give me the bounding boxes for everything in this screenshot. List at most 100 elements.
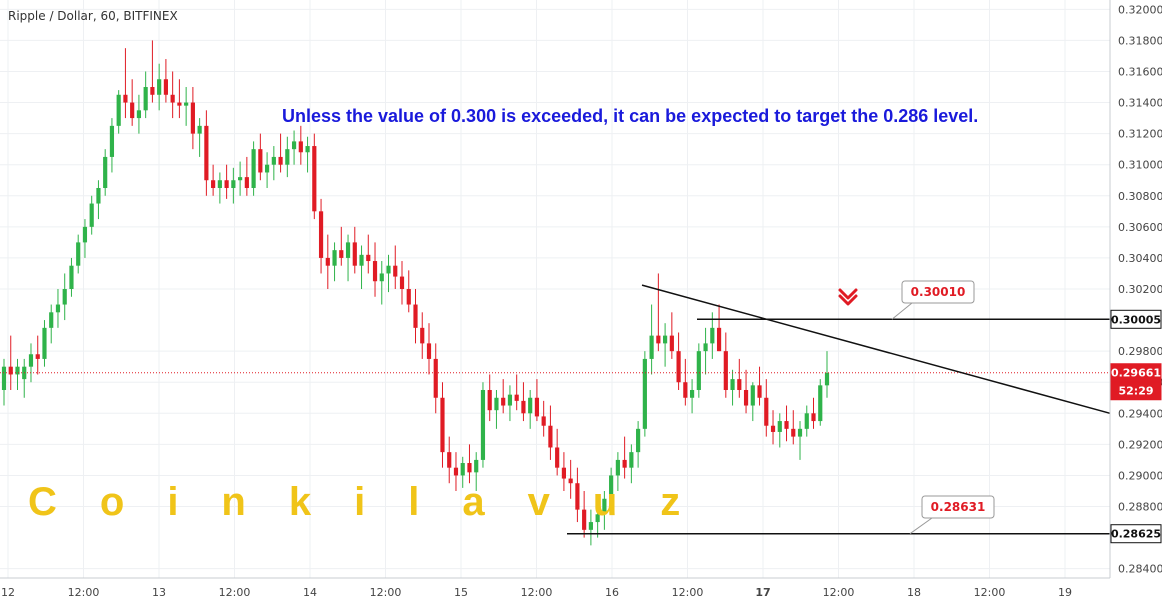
candle-body	[170, 94, 175, 103]
y-tick-label: 0.30800	[1118, 190, 1162, 203]
chart-overlays: 0.30010 0.28631	[0, 280, 1111, 535]
x-tick-label: 12:00	[219, 586, 251, 599]
x-tick-label: 12:00	[672, 586, 704, 599]
candle-body	[244, 177, 249, 189]
candle-body	[76, 242, 81, 266]
candle-body	[507, 394, 513, 406]
candle-body	[730, 379, 735, 390]
price-tag-current: 0.29661	[1110, 363, 1162, 383]
candle-body	[143, 87, 148, 111]
y-tick-label: 0.30400	[1118, 252, 1162, 265]
candle-body	[501, 397, 506, 406]
candle-body	[582, 509, 587, 530]
candle-body	[298, 141, 303, 153]
candle-body	[372, 261, 378, 282]
candles	[1, 40, 830, 546]
candle-body	[824, 372, 830, 386]
y-tick-label: 0.30200	[1118, 283, 1162, 296]
x-tick-label: 14	[303, 586, 317, 599]
x-tick-label: 12:00	[521, 586, 553, 599]
candle-body	[69, 265, 74, 289]
price-tag-resistance: 0.30005	[1110, 309, 1162, 329]
candle-body	[609, 475, 614, 499]
candle-body	[514, 394, 519, 401]
candle-body	[716, 327, 722, 352]
candle-body	[264, 164, 270, 173]
candle-body	[615, 459, 620, 476]
candle-body	[649, 335, 654, 359]
callout-support: 0.28631	[909, 495, 995, 535]
candle-body	[89, 203, 94, 227]
candle-body	[224, 180, 229, 189]
y-tick-label: 0.29800	[1118, 345, 1162, 358]
candle-body	[676, 351, 681, 383]
candle-body	[49, 312, 54, 328]
candle-body	[784, 421, 789, 429]
y-tick-label: 0.29400	[1118, 407, 1162, 420]
candle-body	[238, 177, 243, 181]
candle-body	[541, 416, 546, 426]
analysis-annotation: Unless the value of 0.300 is exceeded, i…	[282, 106, 979, 126]
candle-body	[791, 428, 796, 437]
x-tick-label: 12:00	[68, 586, 100, 599]
candle-body	[197, 125, 202, 134]
candle-body	[494, 397, 499, 411]
y-tick-label: 0.31600	[1118, 65, 1162, 78]
descending-trendline	[641, 284, 1111, 415]
candle-body	[231, 180, 236, 189]
candle-body	[467, 463, 472, 473]
price-tag-label: 0.30005	[1111, 313, 1161, 326]
candle-body	[750, 385, 755, 406]
candle-body	[130, 102, 135, 119]
candle-body	[28, 354, 34, 367]
price-tag-bg	[1110, 381, 1162, 401]
candle-body	[568, 478, 573, 484]
candle-body	[204, 125, 209, 181]
candle-body	[62, 289, 67, 305]
candle-body	[116, 94, 121, 126]
candle-body	[797, 428, 803, 437]
candle-body	[312, 146, 317, 212]
candle-body	[413, 304, 418, 328]
candle-body	[723, 351, 728, 390]
candle-body	[480, 389, 486, 460]
candle-body	[770, 425, 776, 432]
chart-title: Ripple / Dollar, 60, BITFINEX	[8, 9, 178, 23]
candle-body	[548, 425, 553, 448]
y-tick-label: 0.30600	[1118, 221, 1162, 234]
candle-body	[35, 354, 40, 359]
candle-body	[379, 273, 384, 282]
candle-body	[534, 397, 540, 417]
candle-body	[656, 335, 661, 344]
candle-body	[8, 366, 13, 375]
candle-body	[15, 366, 20, 375]
y-tick-label: 0.32000	[1118, 3, 1162, 16]
candle-body	[743, 389, 749, 406]
candle-body	[561, 467, 567, 479]
candle-body	[433, 358, 438, 398]
candle-body	[211, 180, 216, 189]
candle-body	[689, 389, 695, 398]
candle-body	[447, 452, 452, 468]
y-tick-label: 0.28400	[1118, 563, 1162, 576]
price-tag-bg	[1110, 309, 1162, 329]
x-tick-label: 12:00	[370, 586, 402, 599]
candle-body	[703, 343, 708, 352]
x-tick-label: 17	[755, 586, 770, 599]
candle-body	[588, 522, 593, 530]
candle-body	[575, 483, 580, 510]
candle-body	[55, 304, 61, 313]
candle-body	[777, 421, 782, 432]
candle-body	[123, 94, 128, 103]
candle-body	[622, 459, 627, 468]
candle-body	[683, 382, 688, 398]
candle-body	[764, 397, 769, 426]
candle-body	[345, 242, 351, 258]
candle-body	[325, 257, 330, 266]
candle-body	[710, 327, 715, 344]
x-tick-label: 13	[152, 586, 166, 599]
candle-body	[474, 459, 479, 473]
candle-body	[420, 327, 425, 344]
candle-body	[278, 156, 283, 165]
